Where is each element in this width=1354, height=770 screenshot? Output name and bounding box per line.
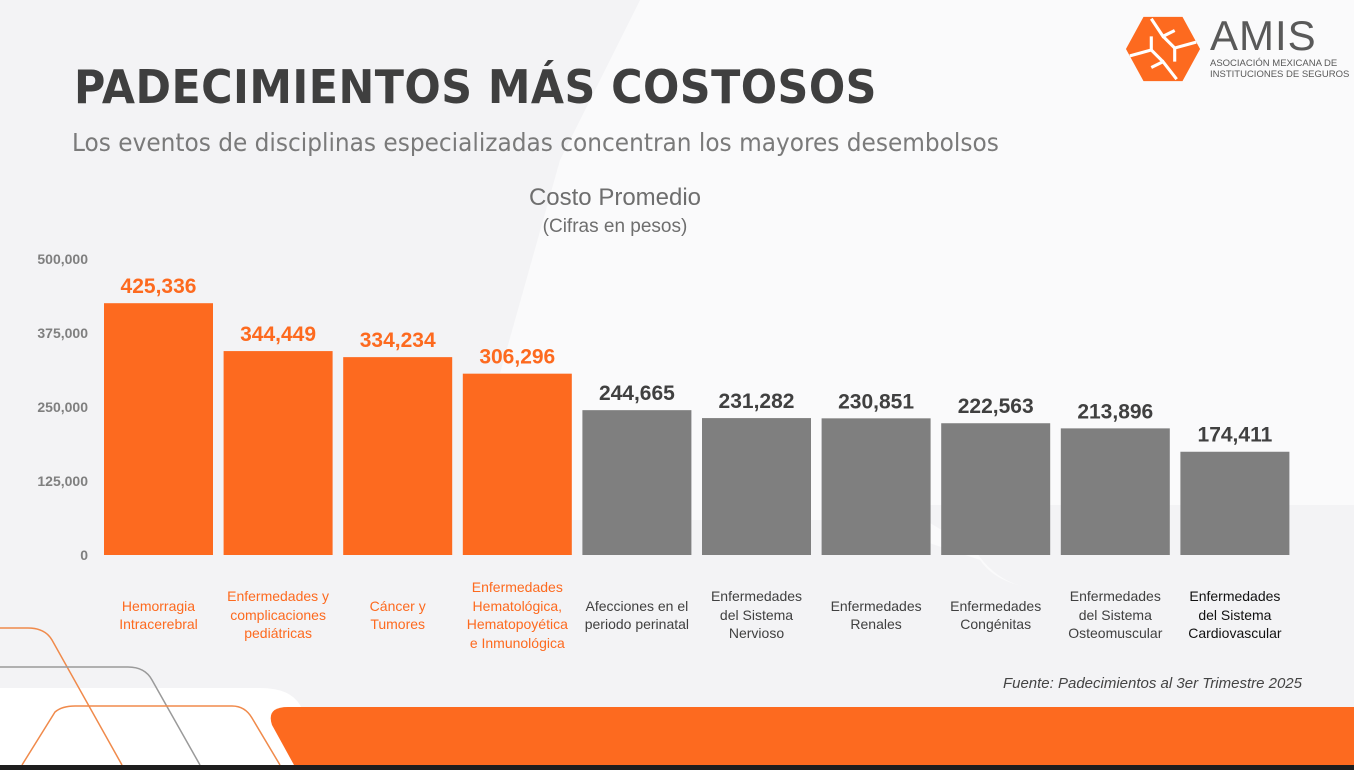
bar <box>223 351 333 555</box>
y-tick-label: 375,000 <box>37 325 88 341</box>
category-label-line: Enfermedades <box>710 588 803 605</box>
page-title: PADECIMIENTOS MÁS COSTOSOS <box>74 60 877 114</box>
category-label-line: pediátricas <box>244 625 312 642</box>
category-label-line: Hematológica, <box>472 597 563 614</box>
category-label: Cáncer y Tumores <box>333 597 462 634</box>
category-label-line: del Sistema <box>1078 606 1152 623</box>
value-label: 222,563 <box>958 395 1034 418</box>
chart-title: Costo Promedio <box>528 184 702 211</box>
bar <box>941 423 1051 555</box>
category-label-line: Renales <box>850 616 902 632</box>
value-labels: 425,336 344,449 334,234 306,296 244,665 231,2… <box>121 275 1273 447</box>
y-axis: 0 125,000 250,000 375,000 500,000 <box>37 251 88 563</box>
category-label-line: Enfermedades <box>1069 588 1161 605</box>
bar <box>343 357 453 555</box>
bar <box>104 303 213 555</box>
category-label-line: Osteomuscular <box>1068 625 1163 642</box>
category-label-line: Intracerebral <box>119 616 198 632</box>
decorative-line-orange-1 <box>0 627 123 766</box>
bottom-strip <box>0 765 1354 770</box>
category-label-line: Nervioso <box>728 625 785 642</box>
category-label-line: Afecciones en el <box>585 597 689 614</box>
value-label: 306,296 <box>479 346 555 369</box>
amis-hexagon-logo-icon <box>1125 16 1201 82</box>
decorative-line-gray <box>0 666 201 766</box>
bar <box>1180 451 1290 555</box>
category-label-line: complicaciones <box>230 606 326 623</box>
bar <box>821 418 931 555</box>
category-label-line: Enfermedades <box>471 579 563 595</box>
value-label: 334,234 <box>360 329 436 352</box>
category-label: Enfermedades Hematológica, Hematopoyética e… <box>453 578 582 652</box>
page-subtitle: Los eventos de disciplinas especializada… <box>72 128 999 157</box>
category-label-line: Enfermedades <box>830 597 922 614</box>
category-label-line: Tumores <box>370 616 426 632</box>
value-label: 231,282 <box>719 390 795 413</box>
decorative-line-orange-2 <box>21 705 281 766</box>
value-label: 425,336 <box>121 275 197 298</box>
logo-wordmark: AMIS <box>1210 12 1317 59</box>
y-tick-label: 500,000 <box>37 251 88 267</box>
bar <box>702 418 811 555</box>
category-label-line: Enfermedades y <box>227 588 330 605</box>
category-label: Enfermedades del Sistema Nervioso <box>692 587 821 643</box>
category-label: Afecciones en el periodo perinatal <box>572 597 701 634</box>
bar <box>1060 428 1170 555</box>
category-label-line: del Sistema <box>719 606 794 623</box>
category-label-line: periodo perinatal <box>584 616 690 632</box>
logo-tagline: ASOCIACIÓN MEXICANA DE INSTITUCIONES DE … <box>1210 58 1349 80</box>
bar <box>582 410 692 555</box>
background-footer-white <box>0 688 330 765</box>
value-label: 174,411 <box>1198 424 1273 447</box>
logo-tagline-line1: ASOCIACIÓN MEXICANA DE <box>1210 58 1338 69</box>
category-label-line: del Sistema <box>1198 606 1272 623</box>
category-label-line: Enfermedades <box>950 597 1042 614</box>
category-label-line: Congénitas <box>960 616 1032 632</box>
category-label: Enfermedades y complicaciones pediátricas <box>214 587 343 643</box>
category-label-line: Hemorragia <box>121 597 196 614</box>
logo-tagline-line2: INSTITUCIONES DE SEGUROS <box>1210 69 1350 80</box>
category-label-line: Enfermedades <box>1189 588 1281 605</box>
category-label-line: e Inmunológica <box>469 634 565 651</box>
category-label: Enfermedades del Sistema Osteomuscular <box>1051 587 1180 643</box>
category-label: Enfermedades Congénitas <box>931 597 1060 634</box>
chart-subtitle: (Cifras en pesos) <box>542 216 688 237</box>
y-tick-label: 0 <box>80 547 88 563</box>
y-tick-label: 125,000 <box>37 473 88 489</box>
category-label-line: Cáncer y <box>369 597 426 614</box>
value-label: 213,896 <box>1077 400 1153 423</box>
source-note: Fuente: Padecimientos al 3er Trimestre 2… <box>1002 675 1302 692</box>
category-label-line: Hematopoyética <box>466 616 568 632</box>
footer-orange-band <box>270 707 1354 765</box>
category-label: Enfermedades Renales <box>812 597 941 634</box>
category-label: Enfermedades del Sistema Cardiovascular <box>1170 587 1299 643</box>
bar <box>462 373 572 555</box>
bars <box>104 303 1290 555</box>
category-label: Hemorragia Intracerebral <box>94 597 223 634</box>
y-tick-label: 250,000 <box>37 399 88 415</box>
category-label-line: Cardiovascular <box>1188 625 1282 642</box>
value-label: 230,851 <box>838 390 914 413</box>
value-label: 244,665 <box>599 382 675 405</box>
value-label: 344,449 <box>240 323 316 346</box>
